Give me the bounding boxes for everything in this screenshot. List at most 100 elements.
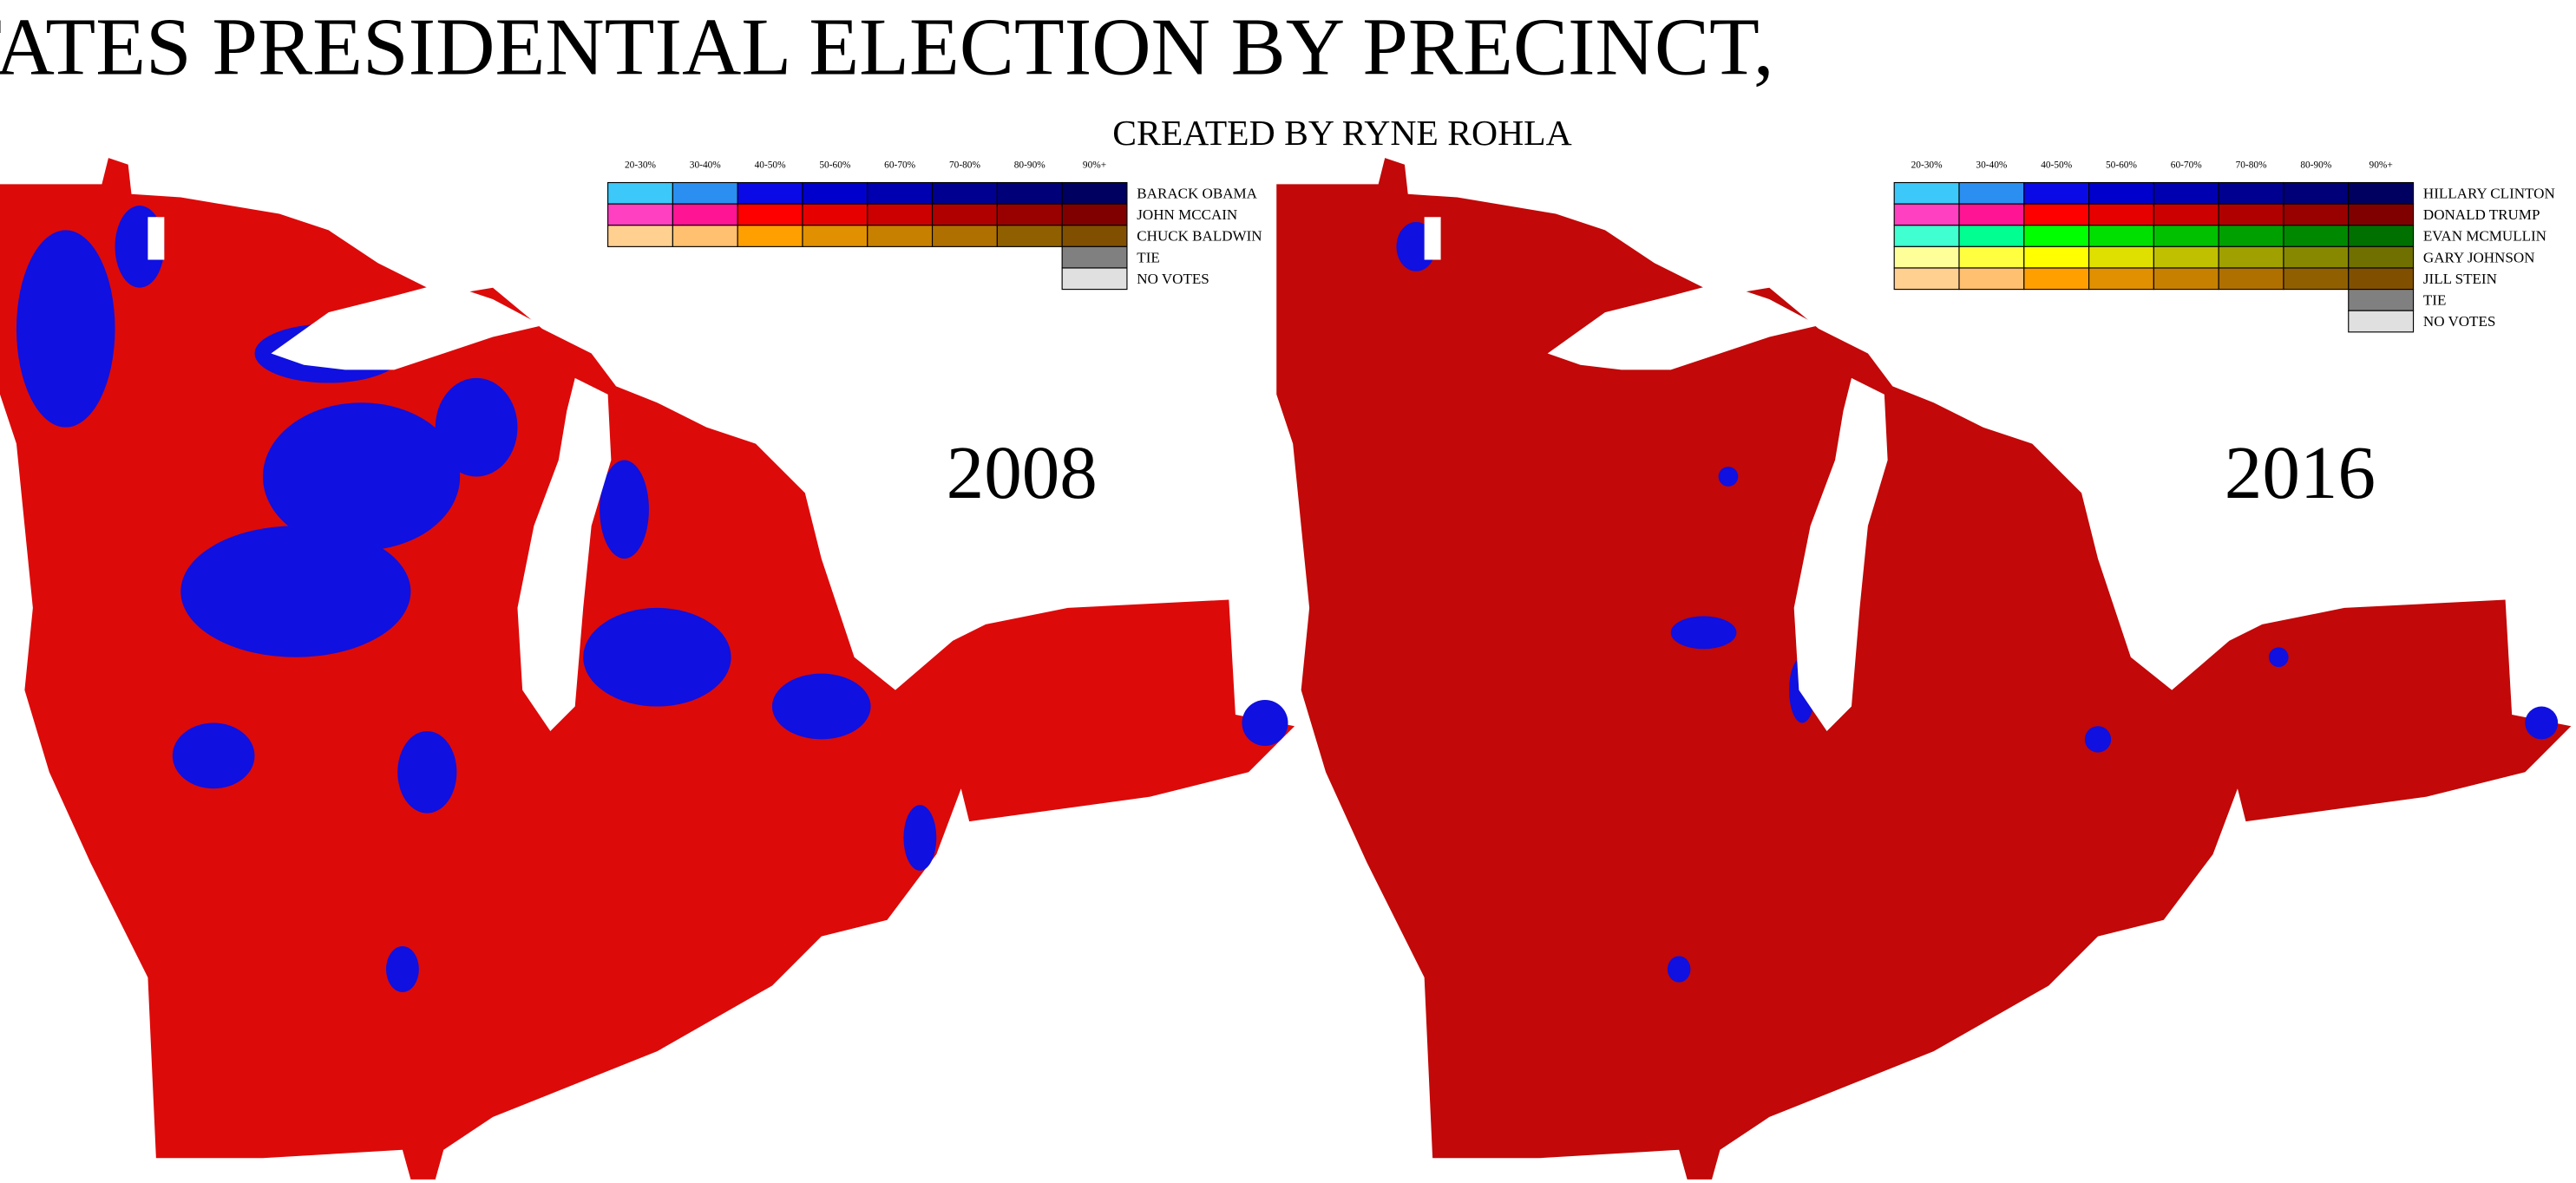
legend-swatch [2348, 225, 2415, 247]
legend-swatch [2153, 267, 2219, 291]
year-label: 2008 [947, 430, 1098, 514]
legend-swatch [867, 203, 934, 226]
legend-swatch [2218, 203, 2284, 226]
legend-swatch [1893, 245, 1960, 269]
legend-swatch [672, 181, 738, 205]
legend-label: JILL STEIN [2423, 271, 2497, 287]
legend-swatch [1061, 203, 1128, 226]
legend-swatch [1061, 181, 1128, 205]
legend-swatch [931, 203, 998, 226]
legend-bin-label: 80-90% [1014, 160, 1046, 170]
legend-swatch [1893, 225, 1960, 247]
legend-swatch [802, 225, 868, 247]
legend-swatch [607, 181, 673, 205]
legend-swatch [1061, 245, 1128, 269]
map-2016 [1276, 158, 2572, 1180]
legend-swatch [1061, 225, 1128, 247]
legend-swatch [737, 203, 803, 226]
legend-label: EVAN MCMULLIN [2423, 228, 2547, 245]
legend-swatch [1958, 203, 2025, 226]
legend-swatch [2283, 267, 2350, 291]
legend-swatch [931, 225, 998, 247]
legend-label: NO VOTES [2423, 313, 2495, 330]
legend-swatch [2088, 203, 2154, 226]
subtitle: CREATED BY RYNE ROHLA [1112, 114, 1571, 154]
legend-swatch [1958, 245, 2025, 269]
legend-swatch [1958, 225, 2025, 247]
legend-swatch [737, 181, 803, 205]
legend-swatch [996, 181, 1063, 205]
legend-swatch [2218, 267, 2284, 291]
legend-swatch [2218, 245, 2284, 269]
legend-swatch [1893, 181, 1960, 205]
legend-swatch [2348, 310, 2415, 333]
legend-swatch [2283, 203, 2350, 226]
legend-label: HILLARY CLINTON [2423, 186, 2555, 202]
legend-swatch [802, 203, 868, 226]
legend-bin-label: 20-30% [1911, 160, 1943, 170]
legend-bin-label: 40-50% [2041, 160, 2073, 170]
legend-swatch [1893, 267, 1960, 291]
legend-bin-label: 90%+ [1083, 160, 1106, 170]
legend-swatch [2023, 267, 2090, 291]
legend-swatch [2348, 203, 2415, 226]
legend-swatch [672, 225, 738, 247]
legend-swatch [1893, 203, 1960, 226]
legend-swatch [2348, 245, 2415, 269]
legend-swatch [802, 181, 868, 205]
legend-swatch [2088, 245, 2154, 269]
legend-bin-label: 70-80% [2236, 160, 2268, 170]
legend-swatch [2088, 267, 2154, 291]
legend-swatch [867, 181, 934, 205]
legend-label: TIE [2423, 292, 2446, 309]
map-2008 [0, 158, 1295, 1180]
legend-swatch [2153, 203, 2219, 226]
legend-bin-label: 20-30% [625, 160, 657, 170]
legend-swatch [996, 225, 1063, 247]
legend-swatch [867, 225, 934, 247]
legend-label: GARY JOHNSON [2423, 249, 2535, 265]
legend-swatch [2088, 181, 2154, 205]
legend-label: BARACK OBAMA [1137, 186, 1257, 202]
year-label: 2016 [2225, 430, 2376, 514]
legend-swatch [931, 181, 998, 205]
legend-swatch [1958, 181, 2025, 205]
legend-swatch [2088, 225, 2154, 247]
title: UNITED STATES PRESIDENTIAL ELECTION BY P… [0, 3, 1773, 93]
legend-bin-label: 50-60% [2106, 160, 2138, 170]
legend-swatch [2348, 181, 2415, 205]
legend-swatch [2153, 245, 2219, 269]
legend-swatch [2283, 225, 2350, 247]
legend-bin-label: 50-60% [819, 160, 851, 170]
legend-swatch [737, 225, 803, 247]
legend-swatch [2283, 245, 2350, 269]
legend-swatch [996, 203, 1063, 226]
legend-label: JOHN MCCAIN [1137, 206, 1237, 223]
legend-swatch [2348, 289, 2415, 311]
legend-swatch [2023, 181, 2090, 205]
legend-bin-label: 30-40% [1976, 160, 2008, 170]
legend-label: CHUCK BALDWIN [1137, 228, 1262, 245]
legend-label: DONALD TRUMP [2423, 206, 2540, 223]
legend-swatch [672, 203, 738, 226]
legend-bin-label: 60-70% [2171, 160, 2203, 170]
legend-swatch [2153, 225, 2219, 247]
legend-label: TIE [1137, 249, 1159, 265]
legend-swatch [607, 225, 673, 247]
legend-bin-label: 60-70% [884, 160, 916, 170]
legend-bin-label: 80-90% [2300, 160, 2332, 170]
legend-swatch [2348, 267, 2415, 291]
legend-swatch [2218, 181, 2284, 205]
legend-swatch [2153, 181, 2219, 205]
legend-swatch [2218, 225, 2284, 247]
legend-swatch [1061, 267, 1128, 291]
legend-bin-label: 30-40% [690, 160, 722, 170]
legend-swatch [2023, 245, 2090, 269]
legend-swatch [2023, 225, 2090, 247]
legend-swatch [2283, 181, 2350, 205]
legend-swatch [1958, 267, 2025, 291]
legend-bin-label: 90%+ [2370, 160, 2393, 170]
legend-swatch [2023, 203, 2090, 226]
